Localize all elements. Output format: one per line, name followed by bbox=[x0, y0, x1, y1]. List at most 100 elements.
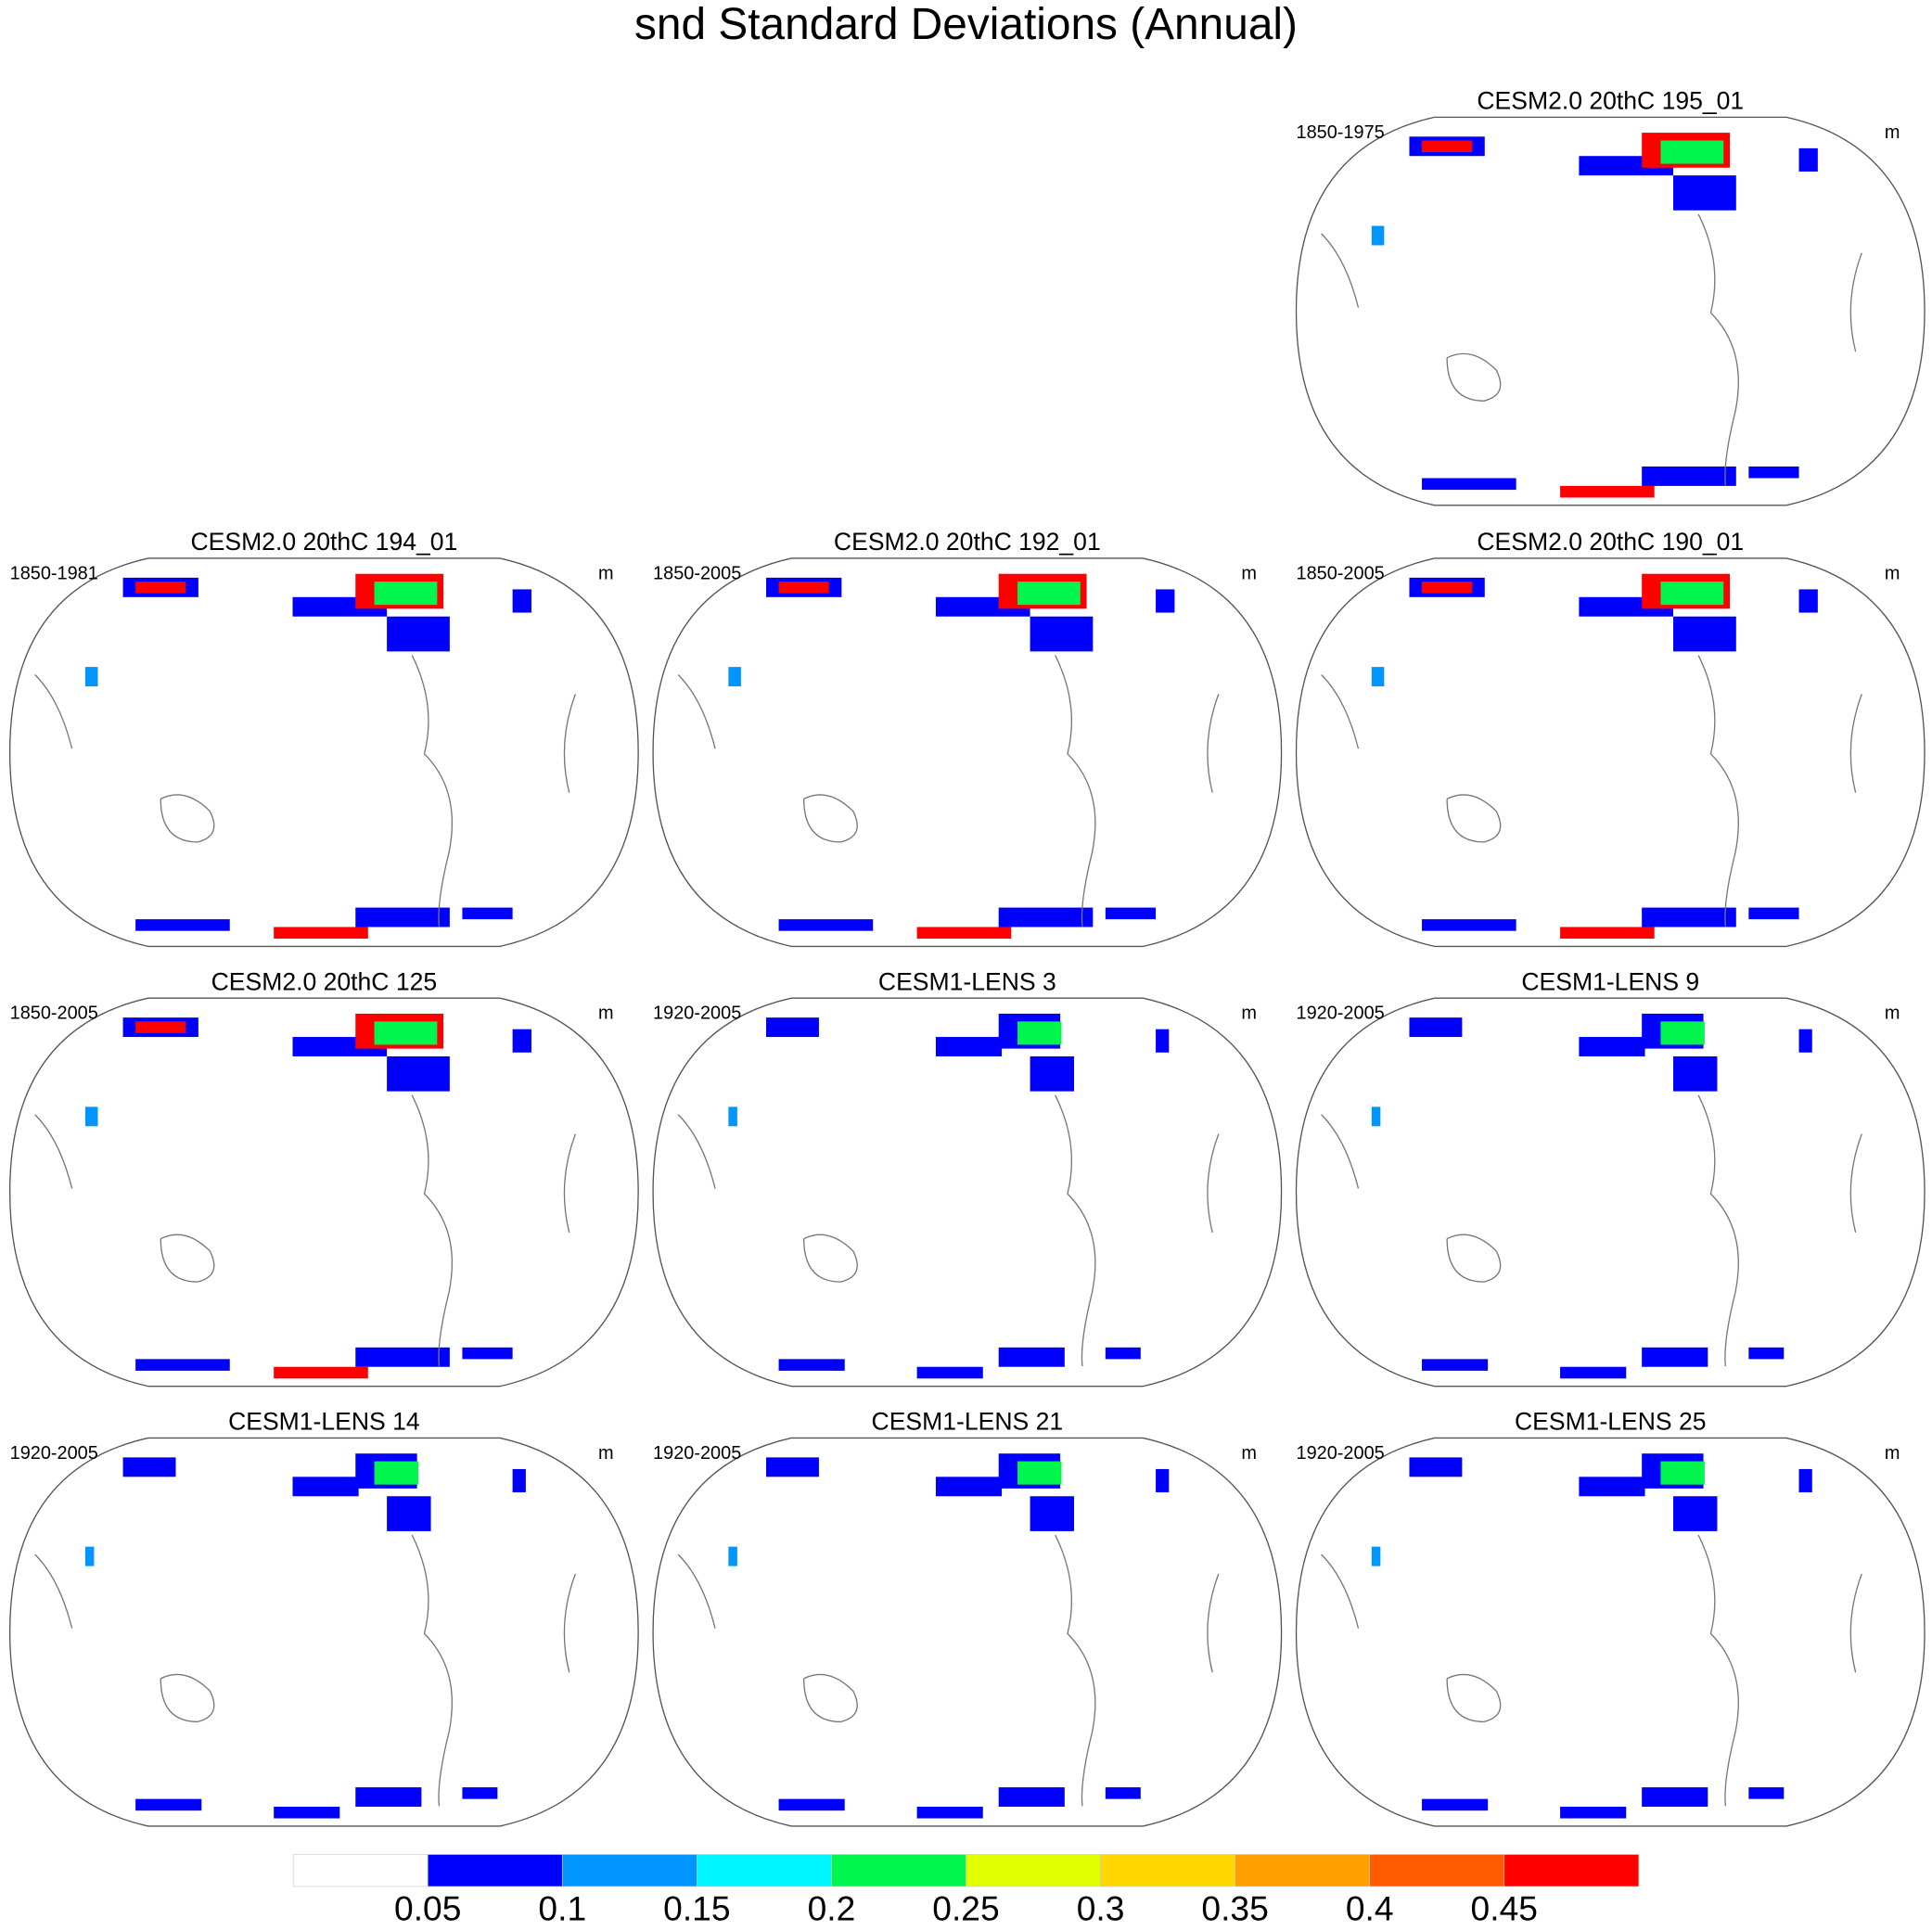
map-outline bbox=[652, 997, 1283, 1388]
snow-field bbox=[778, 1461, 814, 1474]
panel-title: CESM2.0 20thC 192_01 bbox=[834, 528, 1101, 556]
snow-field bbox=[1673, 175, 1736, 211]
panel-period: 1920-2005 bbox=[10, 1443, 98, 1464]
snow-field bbox=[1560, 1806, 1627, 1819]
snow-field bbox=[1422, 919, 1516, 931]
panel-units: m bbox=[1241, 563, 1257, 583]
snow-field bbox=[1642, 1787, 1708, 1807]
panel-units: m bbox=[598, 563, 614, 583]
coastline bbox=[34, 1534, 577, 1807]
snow-field bbox=[1422, 1461, 1457, 1474]
map-outline bbox=[8, 997, 639, 1388]
snow-field bbox=[916, 1366, 983, 1379]
panel-units: m bbox=[598, 1443, 614, 1464]
snow-field bbox=[778, 582, 829, 594]
snow-field bbox=[135, 919, 230, 931]
panel-title: CESM1-LENS 9 bbox=[1521, 967, 1699, 995]
snow-field bbox=[1371, 1106, 1381, 1127]
snow-field bbox=[84, 667, 98, 687]
snow-field bbox=[728, 1546, 737, 1567]
snow-field bbox=[84, 1106, 98, 1127]
snow-field bbox=[1642, 907, 1736, 927]
snow-field bbox=[1673, 1496, 1718, 1531]
coastline bbox=[1321, 213, 1862, 486]
snow-field bbox=[274, 927, 368, 940]
snow-field bbox=[1748, 466, 1799, 479]
snow-field bbox=[274, 1806, 340, 1819]
panel-period: 1850-1975 bbox=[1297, 122, 1385, 143]
snow-field bbox=[292, 1477, 359, 1497]
colorbar-label: 0.25 bbox=[932, 1888, 999, 1927]
snow-field bbox=[778, 1359, 845, 1371]
map-panel: CESM1-LENS 25 1920-2005 m bbox=[1295, 1408, 1926, 1827]
snow-field bbox=[462, 1347, 513, 1360]
colorbar-box bbox=[1503, 1854, 1640, 1887]
snow-field bbox=[512, 1468, 526, 1493]
snow-field bbox=[1748, 1347, 1785, 1360]
snow-field bbox=[135, 582, 186, 594]
snow-field bbox=[374, 1021, 438, 1045]
snow-field bbox=[135, 1798, 202, 1811]
snow-field bbox=[1798, 147, 1818, 172]
snow-field bbox=[1673, 616, 1736, 652]
snow-field bbox=[135, 1359, 230, 1371]
snow-field bbox=[1371, 225, 1385, 246]
coastline bbox=[34, 1094, 577, 1367]
snow-field bbox=[374, 582, 438, 606]
snow-field bbox=[728, 667, 741, 687]
panel-period: 1850-2005 bbox=[10, 1004, 98, 1024]
map-panel: CESM2.0 20thC 195_01 1850-1975 m bbox=[1295, 86, 1926, 506]
colorbar-label: 0.4 bbox=[1346, 1888, 1394, 1927]
snow-field bbox=[778, 1798, 845, 1811]
snow-field bbox=[728, 1106, 737, 1127]
snow-field bbox=[1030, 1496, 1075, 1531]
snow-field bbox=[998, 1347, 1065, 1367]
panel-period: 1850-2005 bbox=[1297, 563, 1385, 583]
colorbar-box bbox=[831, 1854, 966, 1887]
snow-field bbox=[1030, 1055, 1075, 1092]
map-panel: CESM2.0 20thC 190_01 1850-2005 m bbox=[1295, 528, 1926, 948]
snow-field bbox=[935, 1477, 1003, 1497]
snow-field bbox=[1422, 1798, 1489, 1811]
panel-title: CESM2.0 20thC 195_01 bbox=[1477, 86, 1744, 114]
snow-field bbox=[1560, 1366, 1627, 1379]
map-outline bbox=[1295, 557, 1926, 948]
snow-field bbox=[916, 1806, 983, 1819]
colorbar-box bbox=[1235, 1854, 1371, 1887]
panel-title: CESM1-LENS 3 bbox=[878, 967, 1056, 995]
snow-field bbox=[355, 1347, 450, 1367]
snow-field bbox=[387, 1496, 431, 1531]
snow-field bbox=[274, 1366, 368, 1379]
map-panel: CESM1-LENS 3 1920-2005 m bbox=[652, 967, 1283, 1388]
map-panel: CESM1-LENS 14 1920-2005 m bbox=[8, 1408, 639, 1827]
panel-units: m bbox=[598, 1004, 614, 1024]
panel-units: m bbox=[1885, 1443, 1900, 1464]
panel-period: 1920-2005 bbox=[653, 1004, 741, 1024]
colorbar-box bbox=[427, 1854, 563, 1887]
coastline bbox=[1321, 655, 1862, 927]
panel-period: 1920-2005 bbox=[1297, 1443, 1385, 1464]
snow-field bbox=[1748, 1787, 1785, 1799]
snow-field bbox=[135, 1021, 186, 1033]
snow-field bbox=[1422, 1359, 1489, 1371]
snow-field bbox=[512, 1029, 531, 1053]
panel-period: 1850-2005 bbox=[653, 563, 741, 583]
map-outline bbox=[8, 1437, 639, 1827]
snow-field bbox=[778, 1021, 814, 1033]
colorbar-label: 0.45 bbox=[1471, 1888, 1538, 1927]
coastline bbox=[677, 1094, 1220, 1367]
snow-field bbox=[1798, 1468, 1812, 1493]
snow-field bbox=[1673, 1055, 1718, 1092]
map-panel: CESM1-LENS 21 1920-2005 m bbox=[652, 1408, 1283, 1827]
snow-field bbox=[135, 1461, 172, 1474]
colorbar-label: 0.2 bbox=[808, 1888, 856, 1927]
snow-field bbox=[1798, 589, 1818, 613]
colorbar-box bbox=[1369, 1854, 1505, 1887]
snow-field bbox=[916, 927, 1012, 940]
snow-field bbox=[1156, 1029, 1170, 1053]
snow-field bbox=[1030, 616, 1094, 652]
snow-field bbox=[387, 1055, 450, 1092]
map-outline bbox=[1295, 997, 1926, 1388]
